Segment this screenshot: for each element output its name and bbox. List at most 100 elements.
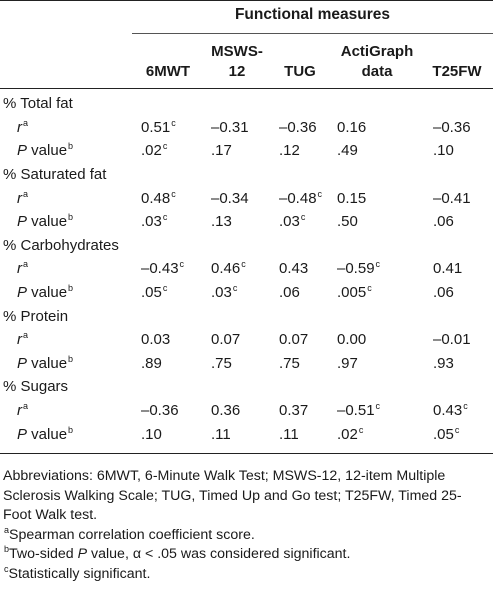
- column-header-t25fw: T25FW: [432, 63, 482, 80]
- cell-value: –0.59: [337, 260, 375, 278]
- value-cell: .49: [333, 139, 429, 163]
- significance-marker: c: [162, 283, 168, 294]
- empty-cell: [429, 304, 493, 328]
- header-rule: [0, 88, 493, 89]
- value-cell: –0.31: [207, 116, 275, 140]
- empty-cell: [137, 163, 207, 187]
- row-label: ra: [0, 328, 137, 352]
- cell-value: .93: [433, 354, 454, 372]
- empty-cell: [207, 163, 275, 187]
- value-cell: –0.43c: [137, 257, 207, 281]
- empty-cell: [275, 234, 333, 258]
- cell-value: .03: [211, 284, 232, 302]
- row-label: ra: [0, 116, 137, 140]
- cell-value: .005: [337, 284, 367, 302]
- footnote-marker: a: [23, 117, 29, 128]
- cell-value: –0.36: [433, 118, 471, 136]
- p-value-row: P valueb .10.11.11.02c .05c: [0, 422, 493, 446]
- footnote: bTwo-sided P value, α < .05 was consider…: [3, 545, 488, 565]
- empty-cell: [429, 92, 493, 116]
- empty-cell: [333, 375, 429, 399]
- cell-value: 0.37: [279, 402, 309, 420]
- cell-value: .89: [141, 354, 162, 372]
- value-cell: 0.43c: [429, 399, 493, 423]
- significance-marker: c: [358, 424, 364, 435]
- cell-value: 0.15: [337, 189, 367, 207]
- p-value-row: P valueb .05c .03c .06.005c .06: [0, 281, 493, 305]
- empty-cell: [207, 234, 275, 258]
- row-label: P valueb: [0, 352, 137, 376]
- p-value-row: P valueb .02c .17.12.49.10: [0, 139, 493, 163]
- row-label-text: r: [17, 331, 22, 349]
- significance-marker: c: [317, 188, 323, 199]
- row-label-text: r: [17, 260, 22, 278]
- empty-cell: [333, 304, 429, 328]
- cell-value: .75: [211, 354, 232, 372]
- data-table: % Total fat ra 0.51c –0.31 –0.36 0.16 –0.36 P v…: [0, 92, 493, 446]
- section-row: % Sugars: [0, 375, 493, 399]
- row-label: P valueb: [0, 422, 137, 446]
- group-rule: [132, 33, 493, 34]
- value-cell: 0.16: [333, 116, 429, 140]
- value-cell: .02c: [333, 422, 429, 446]
- empty-cell: [275, 163, 333, 187]
- value-cell: 0.37: [275, 399, 333, 423]
- value-cell: .05c: [429, 422, 493, 446]
- cell-value: .03: [279, 213, 300, 231]
- value-cell: 0.15: [333, 186, 429, 210]
- r-row: ra 0.48c –0.34 –0.48c 0.15 –0.41: [0, 186, 493, 210]
- section-row: % Carbohydrates: [0, 234, 493, 258]
- cell-value: .03: [141, 213, 162, 231]
- cell-value: –0.41: [433, 189, 471, 207]
- value-cell: –0.48c: [275, 186, 333, 210]
- row-label-text: % Protein: [3, 307, 69, 325]
- value-cell: 0.51c: [137, 116, 207, 140]
- p-value-row: P valueb .03c .13.03c .50.06: [0, 210, 493, 234]
- empty-cell: [333, 92, 429, 116]
- p-value-row: P valueb .89.75.75.97.93: [0, 352, 493, 376]
- row-label: P valueb: [0, 281, 137, 305]
- empty-cell: [429, 234, 493, 258]
- cell-value: .11: [211, 425, 231, 443]
- value-cell: .06: [275, 281, 333, 305]
- significance-marker: c: [367, 283, 372, 294]
- cell-value: .49: [337, 142, 358, 160]
- footnote: aSpearman correlation coefficient score.: [3, 525, 488, 546]
- bottom-rule: [0, 453, 493, 454]
- value-cell: 0.07: [207, 328, 275, 352]
- row-label-text: P value: [17, 425, 68, 443]
- significance-marker: c: [171, 117, 176, 128]
- cell-value: 0.07: [211, 331, 241, 349]
- cell-value: –0.48: [279, 189, 317, 207]
- cell-value: –0.31: [211, 118, 249, 136]
- significance-marker: c: [454, 424, 460, 435]
- cell-value: 0.51: [141, 118, 171, 136]
- footnote-text: value, α < .05 was considered significan…: [87, 546, 351, 562]
- row-label: % Sugars: [0, 375, 137, 399]
- footnote-marker: b: [4, 544, 10, 555]
- footnote-marker: c: [4, 563, 9, 574]
- footnote-text: P: [77, 546, 88, 562]
- r-row: ra –0.36 0.36 0.37 –0.51c 0.43c: [0, 399, 493, 423]
- top-rule: [0, 0, 493, 1]
- value-cell: 0.07: [275, 328, 333, 352]
- cell-value: .02: [141, 142, 162, 160]
- cell-value: .13: [211, 213, 232, 231]
- significance-marker: c: [179, 259, 185, 270]
- cell-value: 0.43: [433, 402, 463, 420]
- section-row: % Saturated fat: [0, 163, 493, 187]
- cell-value: .06: [433, 213, 454, 231]
- footnote-marker: a: [23, 188, 29, 199]
- value-cell: 0.48c: [137, 186, 207, 210]
- group-header: Functional measures: [234, 6, 391, 23]
- row-label-text: % Sugars: [3, 378, 69, 396]
- value-cell: –0.51c: [333, 399, 429, 423]
- row-label-text: % Saturated fat: [3, 166, 107, 184]
- value-cell: –0.59c: [333, 257, 429, 281]
- footnote-marker: b: [68, 212, 74, 223]
- value-cell: 0.41: [429, 257, 493, 281]
- cell-value: .05: [141, 284, 162, 302]
- significance-marker: c: [300, 212, 306, 223]
- cell-value: .05: [433, 425, 454, 443]
- cell-value: .06: [279, 284, 300, 302]
